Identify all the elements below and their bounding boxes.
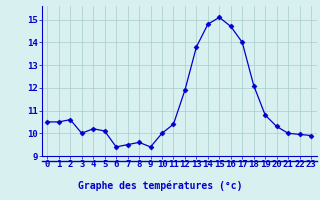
Text: Graphe des températures (°c): Graphe des températures (°c) — [78, 180, 242, 191]
